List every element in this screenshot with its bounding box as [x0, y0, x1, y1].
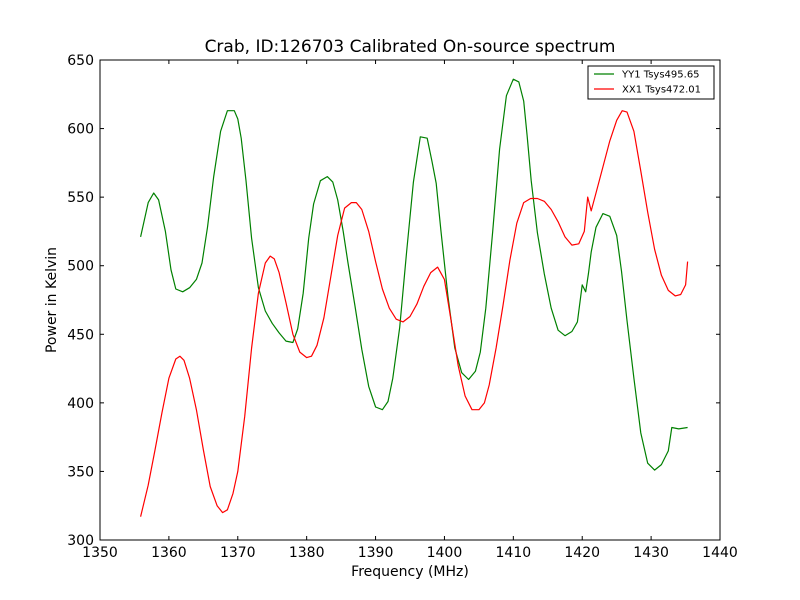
x-tick-label: 1400	[427, 545, 463, 561]
x-tick-label: 1370	[220, 545, 256, 561]
x-axis-label: Frequency (MHz)	[351, 564, 469, 580]
x-tick-label: 1430	[633, 545, 669, 561]
plot-frame	[99, 59, 721, 541]
x-tick-label: 1440	[702, 545, 738, 561]
x-tick-label: 1350	[82, 545, 118, 561]
series-line-1	[140, 78, 688, 471]
x-tick-label: 1390	[358, 545, 394, 561]
legend-label-1: YY1 Tsys495.65	[621, 70, 700, 81]
legend: YY1 Tsys495.65 XX1 Tsys472.01	[587, 65, 715, 100]
series-line-2	[140, 110, 689, 517]
x-tick-label: 1410	[496, 545, 532, 561]
y-tick-label: 350	[67, 464, 94, 480]
y-tick-label: 600	[67, 122, 94, 138]
y-tick-label: 400	[67, 396, 94, 412]
y-tick-label: 550	[67, 190, 94, 206]
legend-label-2: XX1 Tsys472.01	[622, 85, 701, 96]
x-tick-label: 1420	[564, 545, 600, 561]
y-axis-label: Power in Kelvin	[44, 247, 60, 353]
plot-area	[140, 78, 689, 517]
x-tick-label: 1360	[151, 545, 187, 561]
y-tick-label: 500	[67, 259, 94, 275]
y-tick-label: 300	[67, 533, 94, 549]
axis-ticks: 1350 1360 1370 1380 1390 1400 1410 1420 1430 1440…	[67, 53, 738, 561]
y-tick-label: 650	[67, 53, 94, 69]
x-tick-label: 1380	[289, 545, 325, 561]
legend-box	[587, 65, 715, 100]
chart-title: Crab, ID:126703 Calibrated On-source spe…	[205, 37, 616, 57]
y-tick-label: 450	[67, 327, 94, 343]
